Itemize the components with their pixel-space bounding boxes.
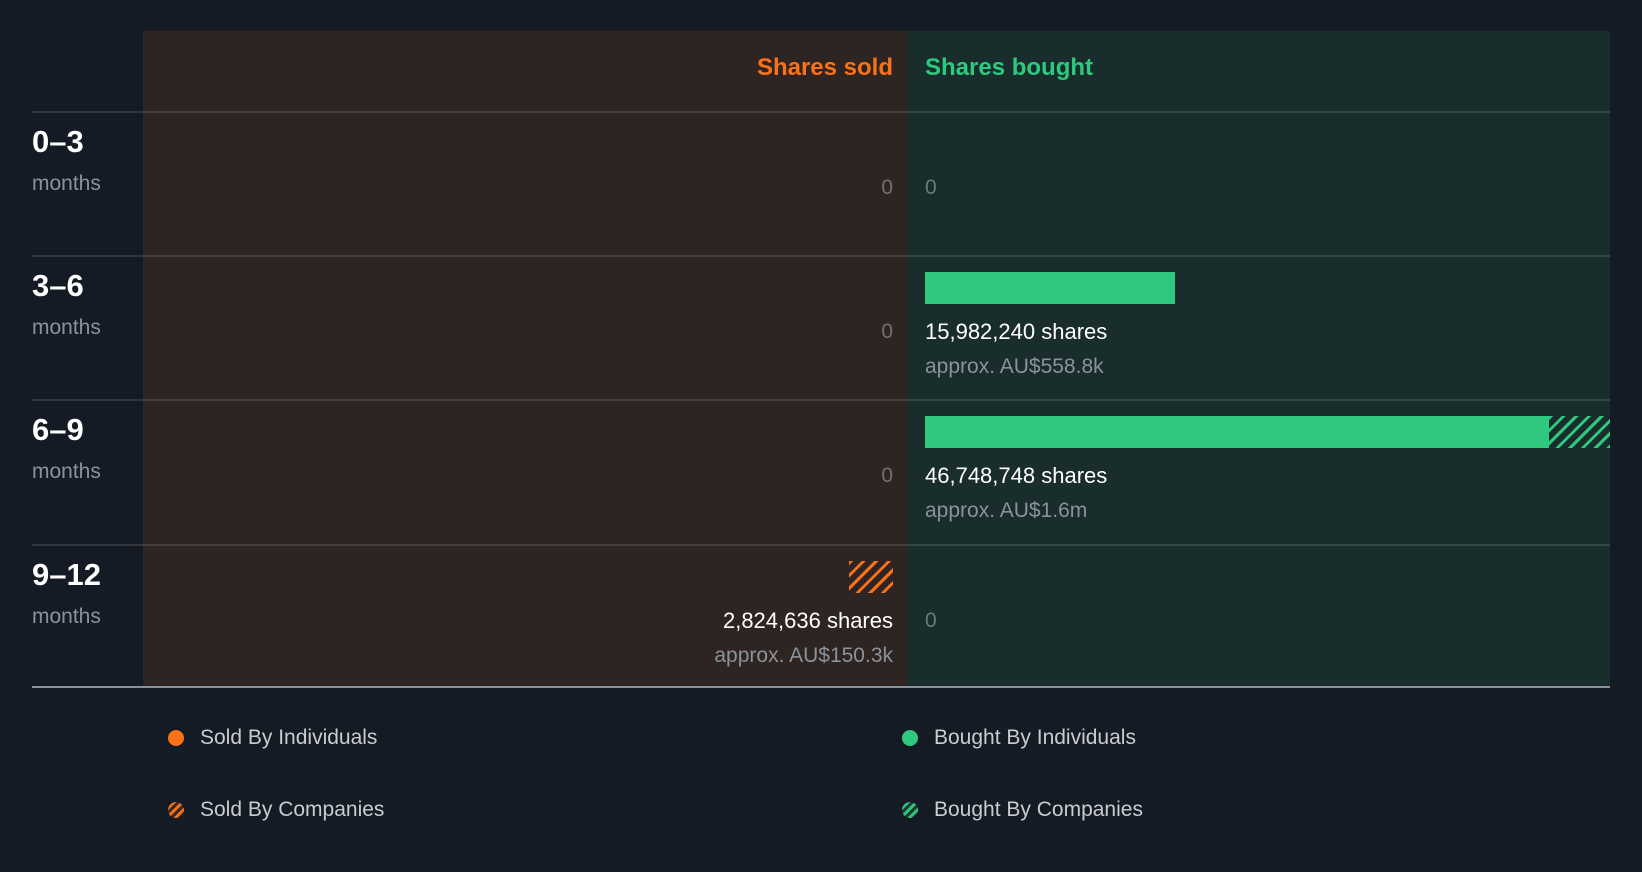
bought-shares: 46,748,748 shares: [925, 463, 1108, 488]
shares-sold-column: [143, 31, 907, 686]
row-divider: [32, 399, 1610, 401]
period-unit: months: [32, 460, 101, 483]
row-divider: [32, 111, 1610, 113]
row-divider: [32, 255, 1610, 257]
bought-approx-value: approx. AU$558.8k: [925, 355, 1104, 378]
sold-by-companies-bar[interactable]: [849, 561, 893, 593]
sold-value: 0: [881, 464, 893, 487]
sold-value: 0: [881, 320, 893, 343]
shares-bought-column: [907, 31, 1610, 686]
period-label: 6–9: [32, 412, 84, 447]
bought-by-individuals-bar[interactable]: [925, 416, 1549, 448]
period-label: 3–6: [32, 268, 84, 303]
sold-shares: 2,824,636 shares: [722, 608, 893, 633]
chart-axis-line: [32, 686, 1610, 688]
legend-bought-by-individuals[interactable]: Bought By Individuals: [902, 726, 1136, 750]
bought-shares: 15,982,240 shares: [925, 319, 1108, 344]
sold-approx-value: approx. AU$150.3k: [714, 644, 893, 667]
legend-label: Bought By Individuals: [934, 726, 1136, 749]
shares-bought-header: Shares bought: [925, 54, 1094, 81]
bought-by-companies-bar[interactable]: [1549, 416, 1610, 448]
legend-bought-by-companies[interactable]: Bought By Companies: [902, 798, 1143, 822]
period-row-3-6: 3–6 months 0 15,982,240 shares approx. A…: [0, 256, 1642, 400]
bought-approx-value: approx. AU$1.6m: [925, 499, 1088, 522]
legend-sold-by-individuals[interactable]: Sold By Individuals: [168, 726, 377, 750]
legend-label: Sold By Individuals: [200, 726, 378, 749]
legend-sold-by-companies[interactable]: Sold By Companies: [168, 798, 384, 822]
bought-value: 0: [925, 609, 937, 632]
row-divider: [32, 544, 1610, 546]
bought-by-individuals-bar[interactable]: [925, 272, 1175, 304]
period-unit: months: [32, 605, 101, 628]
sold-value: 0: [881, 176, 893, 199]
period-unit: months: [32, 172, 101, 195]
green-hatched-dot-icon: [902, 802, 918, 818]
period-row-9-12: 9–12 months 2,824,636 shares approx. AU$…: [0, 545, 1642, 689]
legend-label: Bought By Companies: [934, 798, 1143, 821]
orange-dot-icon: [168, 730, 184, 746]
period-unit: months: [32, 316, 101, 339]
period-label: 9–12: [32, 557, 101, 592]
legend-label: Sold By Companies: [200, 798, 385, 821]
period-row-6-9: 6–9 months 0 46,748,748 shares approx. A…: [0, 400, 1642, 544]
period-label: 0–3: [32, 124, 84, 159]
insider-trading-chart: Shares sold Shares bought 0–3 months 0 0…: [0, 31, 1642, 689]
green-dot-icon: [902, 730, 918, 746]
shares-sold-header: Shares sold: [756, 54, 893, 81]
orange-hatched-dot-icon: [168, 802, 184, 818]
bought-value: 0: [925, 176, 937, 199]
period-row-0-3: 0–3 months 0 0: [0, 112, 1642, 256]
